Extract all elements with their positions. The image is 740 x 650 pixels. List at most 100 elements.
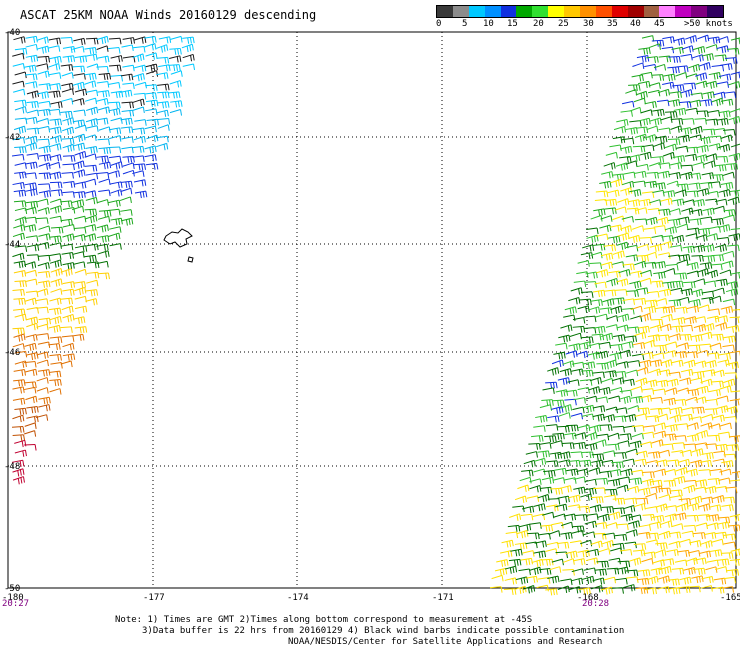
wind-barb — [12, 290, 24, 296]
wind-barb — [169, 56, 181, 63]
wind-barb — [621, 514, 633, 521]
wind-barb — [652, 157, 664, 163]
wind-barb — [677, 224, 688, 230]
wind-barb — [649, 200, 661, 206]
wind-barb — [640, 442, 652, 448]
wind-barb — [85, 54, 97, 61]
wind-barb — [146, 163, 158, 169]
wind-barb — [695, 81, 707, 88]
wind-barb — [27, 128, 39, 134]
wind-barb — [685, 480, 697, 486]
wind-barb — [671, 119, 683, 125]
wind-barb — [687, 503, 699, 510]
wind-barb — [655, 543, 667, 550]
wind-barb — [678, 459, 690, 466]
wind-barb — [630, 271, 642, 278]
wind-barb — [75, 306, 87, 313]
wind-barb — [109, 128, 121, 135]
wind-barb — [709, 144, 721, 151]
wind-barb — [703, 256, 715, 262]
wind-barb — [37, 119, 49, 125]
wind-barb — [132, 146, 144, 152]
wind-barb — [62, 306, 73, 313]
note-line-1: Note: 1) Times are GMT 2)Times along bot… — [115, 615, 597, 626]
wind-barb — [710, 264, 722, 270]
wind-barb — [713, 92, 725, 99]
wind-barb — [659, 488, 671, 494]
wind-barb — [660, 241, 671, 248]
map-frame — [8, 32, 736, 588]
wind-barb — [730, 559, 740, 566]
wind-barb — [574, 281, 586, 287]
wind-barb — [645, 252, 656, 258]
wind-barb — [62, 343, 73, 350]
time-label-left: 20:27 — [2, 599, 29, 609]
wind-barb — [26, 236, 38, 242]
wind-barb — [707, 560, 719, 566]
wind-barb — [568, 495, 580, 502]
wind-barb — [60, 111, 72, 118]
wind-barb — [156, 45, 167, 53]
wind-barb — [585, 396, 597, 402]
wind-barb — [652, 109, 664, 116]
wind-barb — [97, 36, 108, 44]
wind-barb — [38, 370, 50, 377]
wind-barb — [51, 269, 62, 277]
wind-barb — [38, 184, 50, 190]
wind-barb — [566, 425, 578, 431]
wind-barb — [62, 138, 74, 144]
latitude-labels: -40-42-44-46-48-50 — [4, 28, 20, 594]
wind-barb — [660, 117, 672, 123]
wind-barb — [702, 291, 714, 297]
wind-barb — [496, 560, 508, 567]
wind-barb — [676, 424, 688, 430]
wind-barb — [700, 100, 712, 107]
wind-barb — [710, 550, 722, 557]
wind-barb — [648, 209, 660, 215]
wind-barb — [535, 416, 547, 423]
wind-barb — [727, 48, 739, 54]
wind-barb — [63, 225, 75, 231]
wind-barb — [593, 488, 605, 494]
wind-barb — [183, 64, 195, 70]
wind-barb — [14, 270, 26, 277]
wind-barb — [721, 461, 733, 468]
wind-barb — [13, 398, 25, 405]
wind-barb — [26, 406, 38, 413]
wind-barb — [622, 138, 634, 144]
wind-barb — [708, 110, 720, 116]
wind-barb — [624, 542, 636, 548]
wind-barb — [619, 434, 631, 440]
wind-barb — [656, 380, 668, 387]
wind-barb — [37, 334, 49, 340]
wind-barb — [634, 298, 646, 304]
wind-barb — [36, 324, 48, 330]
wind-barb — [665, 388, 676, 395]
wind-barb — [686, 234, 698, 240]
wind-barb — [39, 163, 50, 170]
wind-barb — [687, 262, 699, 269]
wind-barb — [133, 107, 144, 113]
wind-barb — [639, 199, 651, 206]
wind-barb — [602, 378, 613, 384]
wind-barb — [633, 146, 645, 152]
wind-barb — [98, 216, 110, 222]
wind-barb — [675, 73, 686, 79]
wind-barb — [534, 504, 546, 511]
wind-barb — [575, 515, 587, 521]
wind-barb — [558, 586, 569, 593]
wind-barb — [605, 489, 617, 495]
wind-barb — [168, 92, 180, 99]
wind-barb — [664, 398, 676, 405]
wind-barb — [38, 405, 50, 412]
wind-barb — [715, 486, 727, 492]
wind-barb — [604, 245, 616, 251]
wind-barb — [24, 262, 35, 269]
wind-barb — [500, 551, 512, 558]
wind-barb — [573, 559, 585, 566]
wind-barb — [50, 289, 61, 295]
wind-barb — [85, 135, 97, 141]
wind-barb — [25, 270, 37, 276]
wind-barb — [84, 73, 96, 80]
wind-barb — [554, 468, 566, 474]
